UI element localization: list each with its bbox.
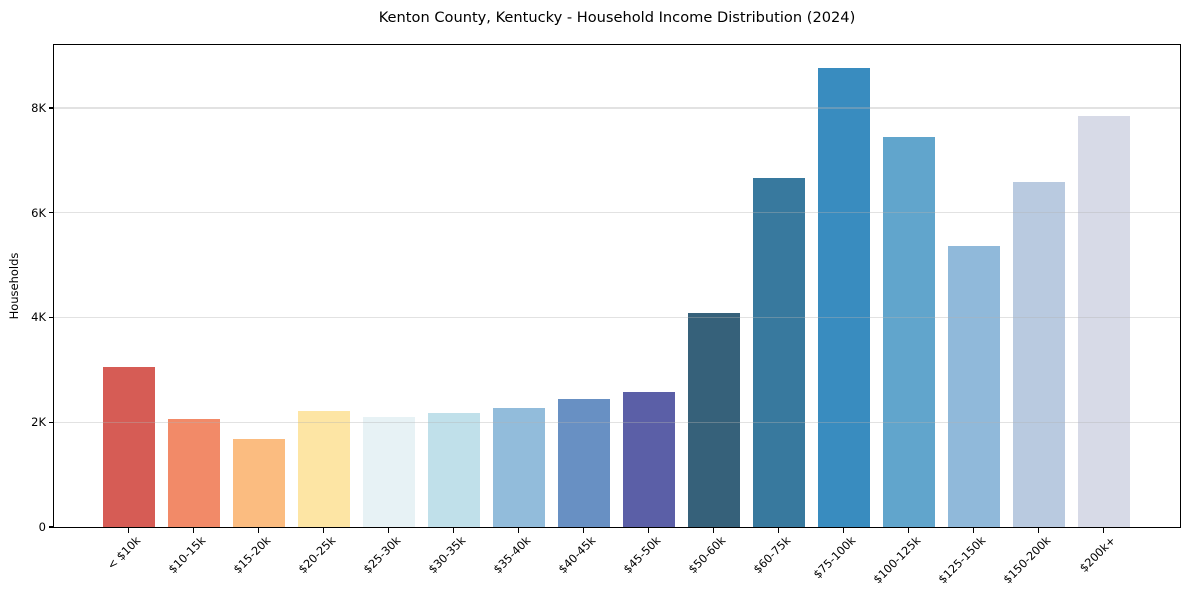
y-tick-label-2K: 2K — [31, 415, 46, 430]
x-tick-mark — [127, 528, 130, 533]
x-tick-label-$25-30k: $25-30k — [360, 534, 403, 577]
bar-$75-100k — [817, 68, 870, 527]
x-tick-label-$150-200k: $150-200k — [1000, 534, 1053, 587]
x-tick-mark — [1102, 528, 1105, 533]
x-tick-label-$125-150k: $125-150k — [935, 534, 988, 587]
bar-$50-60k — [687, 312, 740, 527]
x-tick-label-$45-50k: $45-50k — [620, 534, 663, 577]
x-tick-mark — [972, 528, 975, 533]
x-tick-label-$200k+: $200k+ — [1076, 534, 1118, 575]
x-tick-label-$50-60k: $50-60k — [685, 534, 728, 577]
bar-$60-75k — [752, 178, 805, 527]
y-tick-label-0: 0 — [38, 520, 46, 534]
y-tick-mark — [49, 316, 54, 319]
bar-$45-50k — [622, 391, 675, 527]
x-tick-mark — [387, 528, 390, 533]
bar-$150-200k — [1012, 181, 1065, 527]
gridline-6K — [54, 211, 1180, 214]
x-tick-mark — [712, 528, 715, 533]
y-tick-mark — [49, 421, 54, 423]
x-tick-mark — [777, 528, 780, 533]
plot-area — [54, 45, 1180, 527]
y-tick-label-8K: 8K — [31, 100, 46, 115]
x-tick-label-$35-40k: $35-40k — [490, 534, 533, 577]
y-tick-label-6K: 6K — [31, 205, 46, 220]
y-tick-mark — [49, 526, 54, 528]
x-tick-mark — [647, 528, 650, 533]
x-tick-label-$40-45k: $40-45k — [555, 534, 598, 577]
bar-$100-125k — [882, 137, 935, 527]
x-tick-mark — [582, 528, 585, 533]
x-tick-label-$20-25k: $20-25k — [295, 534, 338, 577]
gridline-8K — [54, 107, 1180, 109]
bar-$125-150k — [947, 246, 1000, 527]
chart-title: Kenton County, Kentucky - Household Inco… — [378, 9, 856, 26]
x-tick-label-$10-15k: $10-15k — [165, 534, 208, 577]
x-tick-mark — [192, 528, 195, 533]
bar-$15-20k — [232, 438, 285, 527]
bar-$30-35k — [427, 412, 480, 527]
gridline-2K — [54, 421, 1180, 423]
y-tick-mark — [49, 107, 54, 109]
x-tick-label-$75-100k: $75-100k — [810, 534, 858, 582]
x-tick-mark — [907, 528, 910, 533]
x-tick-mark — [452, 528, 455, 533]
bar-$20-25k — [297, 411, 350, 527]
x-tick-label-$60-75k: $60-75k — [750, 534, 793, 577]
bar-$40-45k — [557, 399, 610, 527]
bar-$25-30k — [362, 416, 415, 527]
x-tick-mark — [517, 528, 520, 533]
x-tick-mark — [842, 528, 845, 533]
bar-$10-15k — [167, 419, 220, 527]
x-tick-mark — [322, 528, 325, 533]
gridline-4K — [54, 316, 1180, 319]
x-tick-label-$30-35k: $30-35k — [425, 534, 468, 577]
bar-< $10k — [102, 367, 155, 527]
x-tick-label-< $10k: < $10k — [104, 534, 143, 573]
bar-$35-40k — [492, 408, 545, 527]
bar-$200k+ — [1077, 115, 1130, 527]
x-tick-mark — [257, 528, 260, 533]
x-tick-label-$100-125k: $100-125k — [870, 534, 923, 587]
y-tick-mark — [49, 212, 54, 214]
x-tick-label-$15-20k: $15-20k — [230, 534, 273, 577]
y-tick-label-4K: 4K — [31, 310, 46, 325]
x-tick-mark — [1037, 528, 1040, 533]
